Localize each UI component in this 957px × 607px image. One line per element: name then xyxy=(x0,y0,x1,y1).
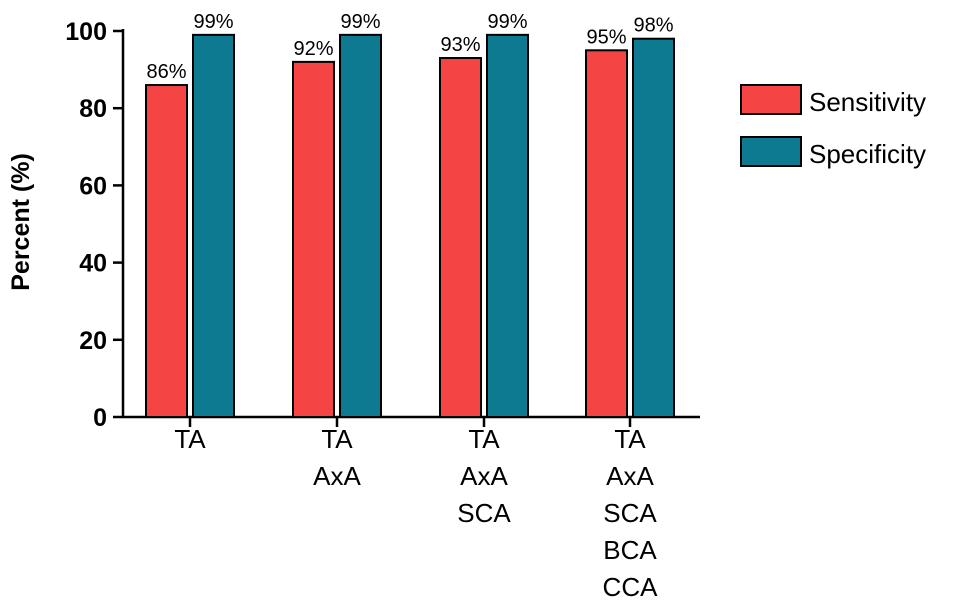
legend-swatch-specificity xyxy=(740,136,802,167)
y-tick-label: 100 xyxy=(65,18,107,46)
bar-specificity xyxy=(192,33,235,419)
x-tick-label: TA xyxy=(321,424,353,454)
y-axis: 0 20 40 60 80 100 xyxy=(65,18,125,432)
legend-swatch-sensitivity xyxy=(740,84,802,115)
y-tick-label: 60 xyxy=(79,172,107,200)
bar-sensitivity xyxy=(145,84,188,418)
x-tick-label: BCA xyxy=(603,535,657,565)
legend-label: Specificity xyxy=(809,139,926,169)
data-label: 93% xyxy=(440,34,480,56)
y-tick-label: 0 xyxy=(93,404,107,432)
x-tick-label: TA xyxy=(174,424,206,454)
bar-sensitivity xyxy=(439,57,482,419)
x-tick-label: SCA xyxy=(603,498,657,528)
data-labels: 86% 92% 93% 95% 99% 99% 99% 98% xyxy=(146,11,673,83)
bar-sensitivity xyxy=(292,60,335,418)
x-axis: TA TA AxA TA AxA SCA TA AxA SCA BCA CCA xyxy=(123,415,700,602)
y-tick-label: 80 xyxy=(79,95,107,123)
y-axis-title: Percent (%) xyxy=(7,153,35,291)
x-tick-label: CCA xyxy=(603,572,659,602)
bar-specificity xyxy=(486,33,529,419)
x-tick-label: SCA xyxy=(457,498,511,528)
bars xyxy=(145,33,675,419)
legend: Sensitivity Specificity xyxy=(740,84,926,169)
data-label: 99% xyxy=(487,11,527,33)
x-tick-label: AxA xyxy=(313,461,361,491)
x-tick-label: AxA xyxy=(606,461,654,491)
legend-label: Sensitivity xyxy=(809,87,926,117)
data-label: 98% xyxy=(633,15,673,37)
bar-specificity xyxy=(632,37,675,418)
data-label: 95% xyxy=(586,26,626,48)
x-tick-label: TA xyxy=(614,424,646,454)
data-label: 99% xyxy=(193,11,233,33)
bar-specificity xyxy=(339,33,382,419)
data-label: 92% xyxy=(293,38,333,60)
y-tick-label: 40 xyxy=(79,250,107,278)
x-tick-label: TA xyxy=(468,424,500,454)
bar-sensitivity xyxy=(585,49,628,419)
y-tick-label: 20 xyxy=(79,327,107,355)
x-tick-label: AxA xyxy=(460,461,508,491)
data-label: 86% xyxy=(146,61,186,83)
data-label: 99% xyxy=(340,11,380,33)
